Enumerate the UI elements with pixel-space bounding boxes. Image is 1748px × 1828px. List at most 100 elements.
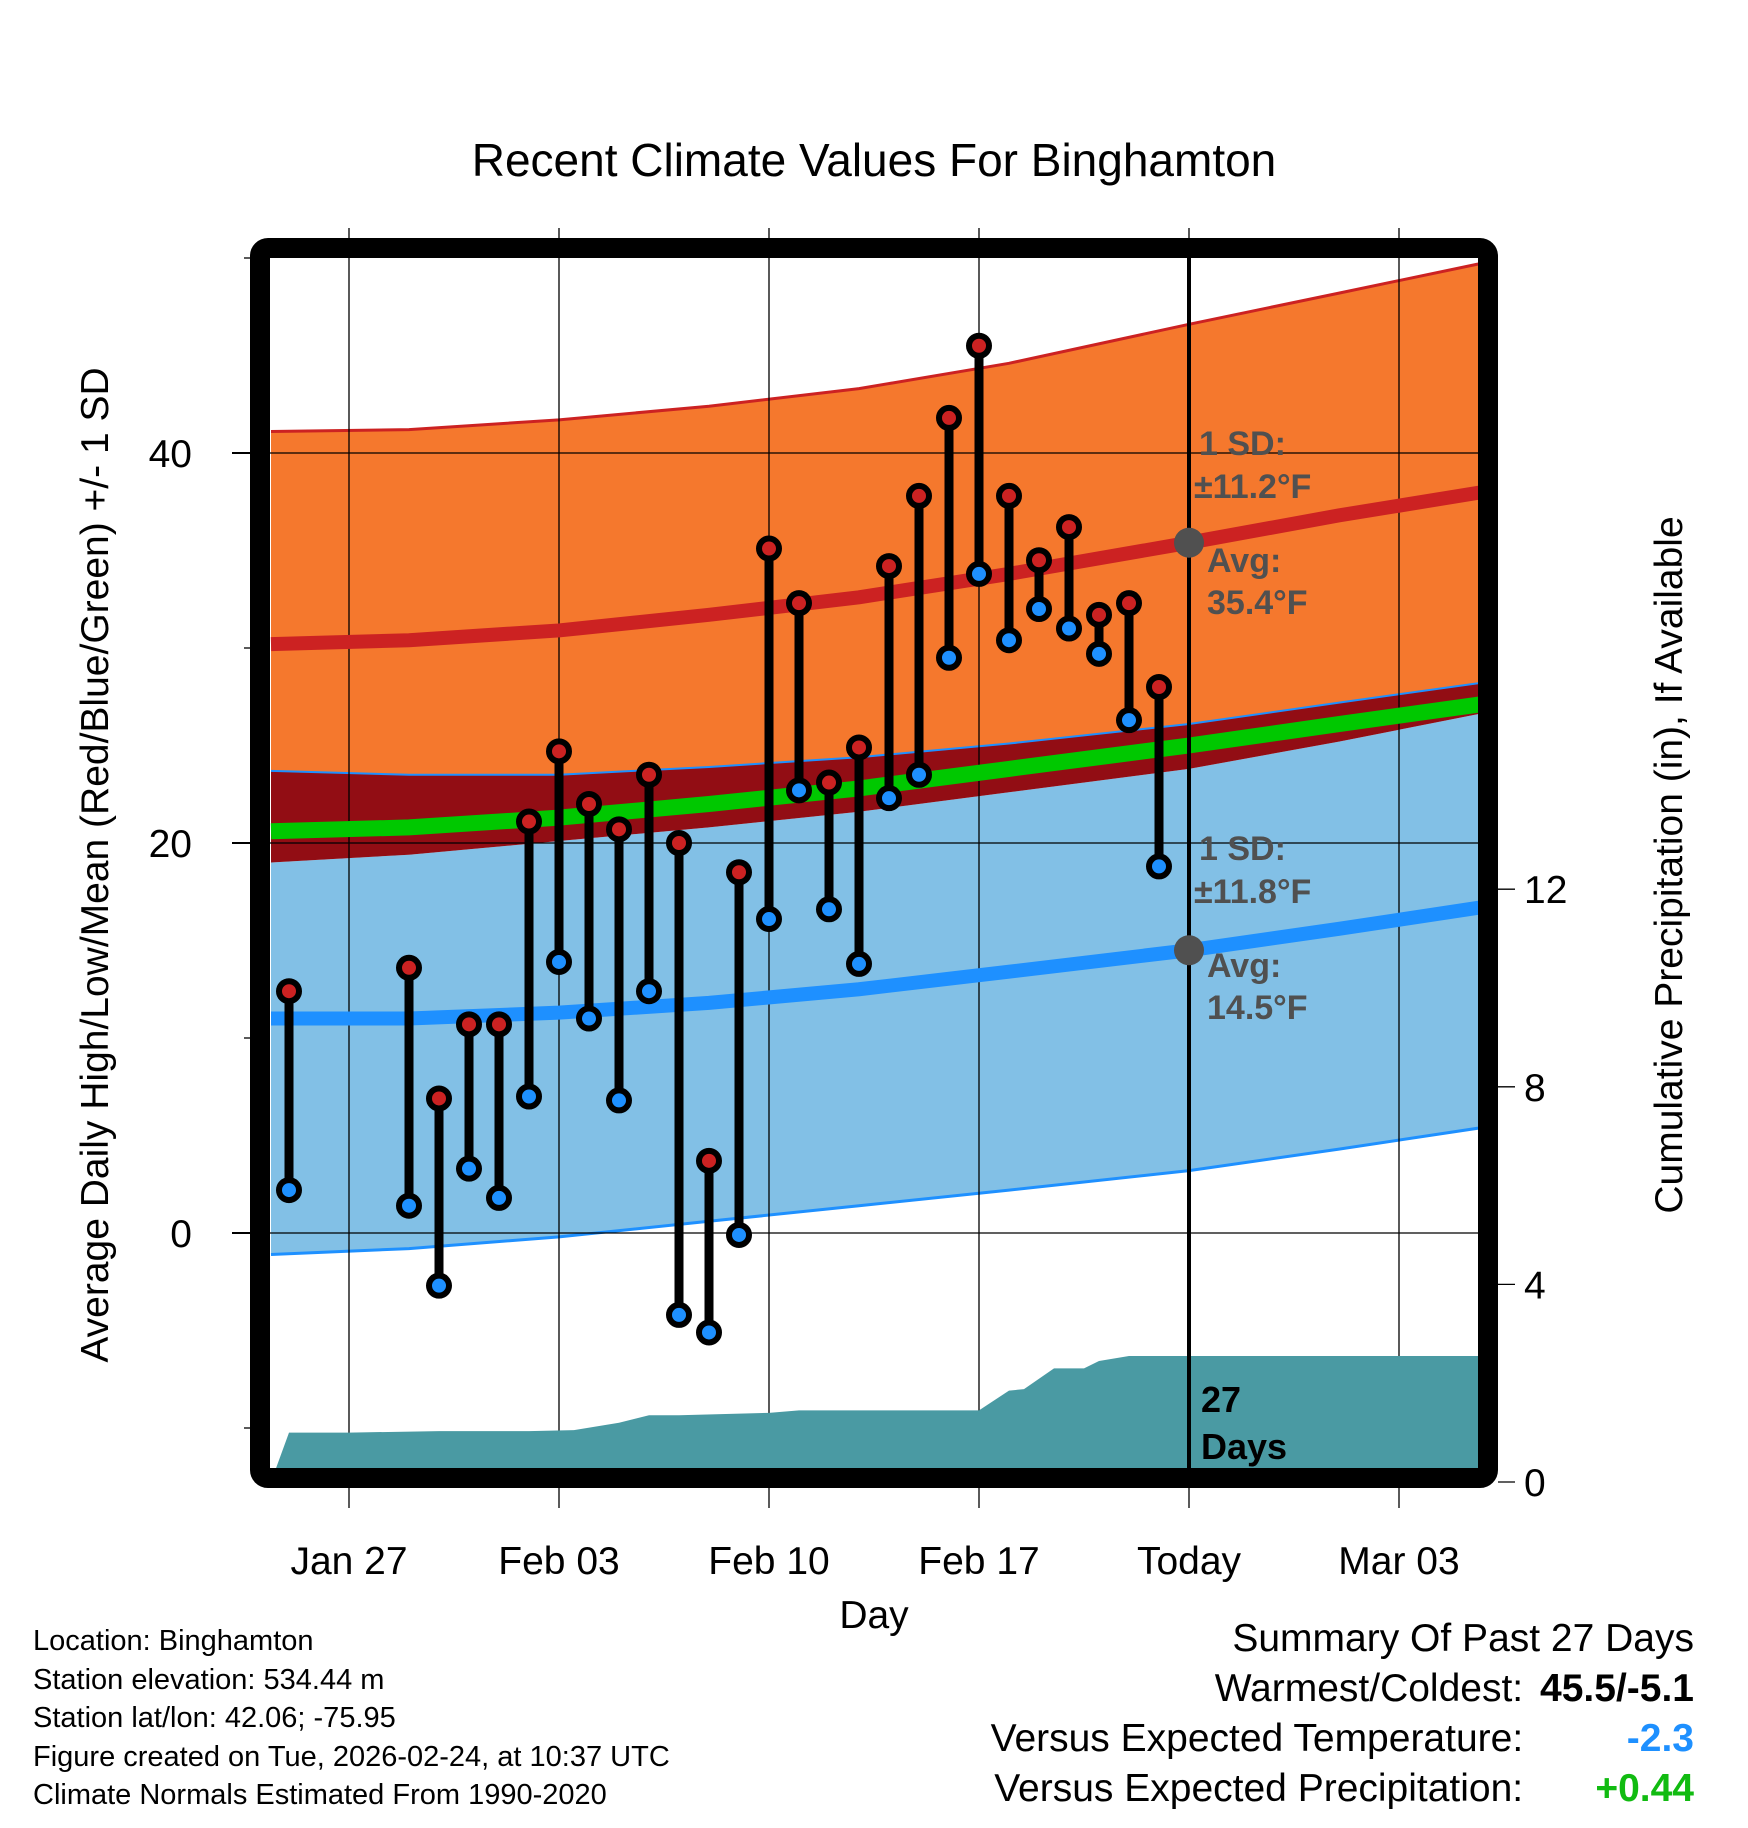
y2-tick-label: 12 [1524, 869, 1567, 912]
high-avg-label: Avg: [1207, 542, 1281, 580]
obs-high-marker [846, 734, 872, 761]
precip-departure-label: Versus Expected Precipitation: [994, 1767, 1524, 1810]
obs-high-marker [516, 808, 542, 835]
obs-low-marker [576, 1005, 602, 1032]
precip-area [271, 1356, 1478, 1468]
obs-low-marker [516, 1083, 542, 1110]
obs-low-marker [1026, 596, 1052, 622]
obs-low-marker [1146, 853, 1172, 880]
obs-high-marker [726, 859, 752, 886]
x-tick-label: Today [1137, 1540, 1242, 1583]
high-sd-label: 1 SD: [1199, 425, 1286, 463]
obs-high-marker [1026, 547, 1052, 574]
y-tick-label: 20 [149, 823, 192, 866]
x-tick-label: Mar 03 [1338, 1540, 1459, 1583]
obs-high-marker [1086, 601, 1112, 628]
obs-low-marker [696, 1319, 722, 1346]
obs-low-marker [396, 1192, 422, 1219]
low-avg-label: Avg: [1207, 947, 1281, 985]
obs-low-marker [486, 1184, 512, 1211]
warmest-coldest-value: 45.5/-5.1 [1540, 1667, 1694, 1710]
high-avg-line [270, 485, 1478, 652]
x-tick-label: Jan 27 [290, 1540, 407, 1583]
y-tick-label: 0 [170, 1213, 192, 1256]
y2-tick-label: 4 [1524, 1264, 1546, 1307]
obs-high-marker [756, 535, 782, 562]
today-low-avg-dot [1174, 935, 1204, 966]
obs-high-marker [666, 830, 692, 856]
obs-high-marker [966, 332, 992, 359]
precip-departure-value: +0.44 [1595, 1767, 1694, 1810]
high-sd-band [271, 264, 1478, 775]
created-text: Figure created on Tue, 2026-02-24, at 10… [33, 1740, 670, 1773]
obs-high-marker [876, 553, 902, 580]
obs-high-marker [996, 482, 1022, 509]
obs-low-marker [816, 896, 842, 923]
temp-departure-value: -2.3 [1626, 1717, 1694, 1760]
obs-high-marker [636, 761, 662, 788]
y2-axis-label: Cumulative Precipitation (in), If Availa… [1648, 516, 1691, 1213]
low-avg-value: 14.5°F [1207, 989, 1308, 1027]
x-tick-label: Feb 03 [498, 1540, 619, 1583]
obs-low-marker [456, 1155, 482, 1182]
obs-high-marker [936, 404, 962, 431]
temp-departure-label: Versus Expected Temperature: [990, 1717, 1524, 1760]
obs-low-marker [966, 560, 992, 587]
obs-low-marker [1086, 640, 1112, 667]
obs-low-marker [786, 777, 812, 804]
obs-low-marker [906, 761, 932, 788]
summary-panel: Summary Of Past 27 Days Warmest/Coldest:… [991, 1614, 1694, 1814]
obs-low-marker [756, 906, 782, 933]
obs-low-marker [606, 1087, 632, 1114]
low-sd-label: 1 SD: [1199, 830, 1286, 868]
obs-high-marker [486, 1011, 512, 1038]
obs-low-marker [666, 1301, 692, 1328]
warmest-coldest-label: Warmest/Coldest: [1214, 1667, 1524, 1710]
obs-high-marker [696, 1147, 722, 1174]
x-tick-label: Feb 10 [708, 1540, 829, 1583]
y-tick-label: 40 [149, 433, 192, 476]
obs-low-marker [726, 1221, 752, 1248]
obs-low-marker [876, 785, 902, 812]
obs-high-marker [1116, 590, 1142, 617]
y-axis-label: Average Daily High/Low/Mean (Red/Blue/Gr… [74, 367, 117, 1362]
x-axis-label: Day [839, 1594, 909, 1637]
station-info: Location: Binghamton Station elevation: … [33, 1622, 670, 1815]
elevation-text: Station elevation: 534.44 m [33, 1663, 385, 1696]
obs-high-marker [906, 482, 932, 509]
latlon-text: Station lat/lon: 42.06; -75.95 [33, 1702, 396, 1734]
y2-tick-label: 0 [1524, 1462, 1546, 1505]
high-sd-value: ±11.2°F [1194, 468, 1311, 506]
obs-low-marker [936, 644, 962, 671]
chart-title: Recent Climate Values For Binghamton [472, 134, 1277, 186]
obs-low-marker [1116, 707, 1142, 734]
summary-temperature: Versus Expected Temperature: -2.3 [991, 1714, 1694, 1764]
obs-low-marker [276, 1177, 302, 1204]
obs-low-marker [846, 950, 872, 977]
obs-low-marker [546, 948, 572, 975]
plot-frame [250, 238, 1498, 1488]
summary-precipitation: Versus Expected Precipitation: +0.44 [991, 1764, 1694, 1814]
low-sd-value: ±11.8°F [1194, 873, 1311, 911]
low-sd-bottom-line [270, 1126, 1478, 1256]
precip-days-count: 27 [1201, 1379, 1241, 1420]
obs-high-marker [396, 954, 422, 981]
obs-low-marker [636, 978, 662, 1005]
obs-low-marker [1056, 615, 1082, 642]
obs-high-marker [1146, 674, 1172, 700]
obs-low-marker [996, 627, 1022, 654]
x-tick-label: Feb 17 [918, 1540, 1039, 1583]
obs-high-marker [576, 791, 602, 817]
normals-text: Climate Normals Estimated From 1990-2020 [33, 1779, 607, 1811]
obs-high-marker [546, 738, 572, 765]
high-sd-top-line [270, 262, 1478, 434]
y2-tick-label: 8 [1524, 1067, 1546, 1110]
obs-low-marker [426, 1272, 452, 1299]
precip-days-unit: Days [1201, 1426, 1287, 1467]
obs-high-marker [456, 1011, 482, 1038]
obs-high-marker [426, 1085, 452, 1112]
obs-high-marker [816, 769, 842, 796]
obs-high-marker [1056, 514, 1082, 541]
obs-high-marker [786, 590, 812, 617]
